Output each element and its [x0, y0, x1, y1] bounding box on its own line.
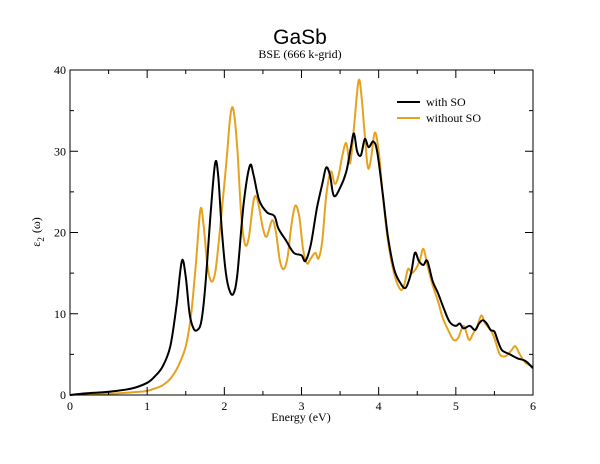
x-tick-label: 5	[453, 399, 459, 413]
series-line-without-so	[69, 78, 534, 396]
y-axis-label-tail: (ω)	[29, 217, 43, 233]
y-tick-label: 20	[54, 226, 66, 240]
chart-subtitle: BSE (666 k-grid)	[258, 47, 342, 61]
x-tick-label: 3	[299, 399, 305, 413]
x-tick-label: 1	[144, 399, 150, 413]
y-tick-label: 0	[60, 388, 66, 402]
y-axis-label: ε2 (ω)	[29, 217, 46, 246]
y-tick-label: 10	[54, 307, 66, 321]
svg-text:ε2(ω): ε2 (ω)	[29, 217, 46, 246]
y-tick-label: 30	[54, 144, 66, 158]
series-layer	[69, 78, 534, 396]
chart-title: GaSb	[273, 26, 327, 49]
ticks-layer: 0 1 2 3 4 5 6 0 10 20 30 40	[54, 63, 536, 413]
x-tick-label: 4	[376, 399, 382, 413]
y-axis-label-main: ε	[29, 242, 43, 247]
x-tick-label: 6	[530, 399, 536, 413]
x-tick-label: 2	[221, 399, 227, 413]
y-tick-label: 40	[54, 63, 66, 77]
legend-label-without-so: without SO	[426, 111, 481, 125]
legend: with SO without SO	[397, 95, 481, 125]
legend-label-with-so: with SO	[426, 95, 466, 109]
series-line-with-so	[69, 132, 534, 396]
y-axis-label-sub: 2	[36, 237, 46, 242]
x-axis-label: Energy (eV)	[271, 410, 330, 424]
x-tick-label: 0	[67, 399, 73, 413]
